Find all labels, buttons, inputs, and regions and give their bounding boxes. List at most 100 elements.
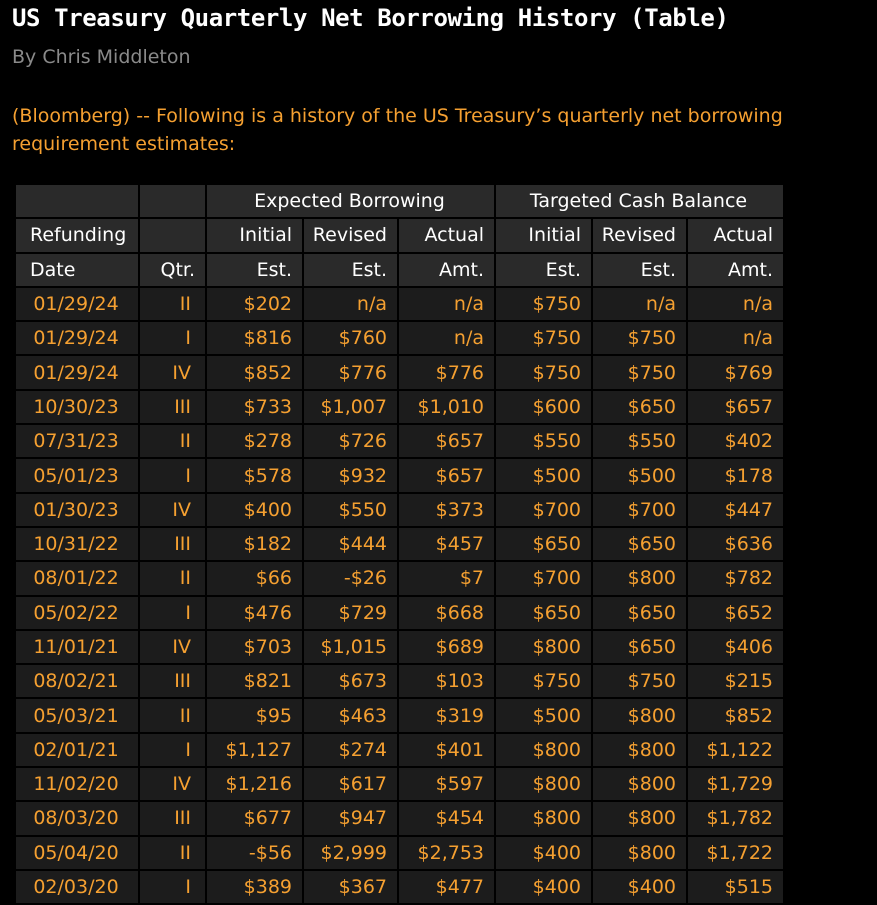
header-targeted-actual-amt: Amt. — [686, 251, 785, 288]
header-blank-cell — [14, 182, 140, 220]
targeted-initial-cell: $750 — [494, 285, 593, 323]
expected-initial-cell: $202 — [205, 285, 304, 323]
expected-initial-cell: $389 — [205, 868, 304, 905]
refunding-date-cell: 05/04/20 — [14, 834, 140, 871]
header-blank-cell — [138, 217, 207, 254]
refunding-date-cell: 10/30/23 — [14, 388, 140, 426]
expected-initial-cell: $1,127 — [205, 731, 304, 769]
expected-initial-cell: $677 — [205, 800, 304, 837]
targeted-initial-cell: $800 — [494, 800, 593, 837]
header-refunding: Refunding — [14, 217, 140, 254]
table-row: 01/29/24 IV $852 $776 $776 $750 $750 $769 — [14, 354, 785, 391]
expected-actual-cell: n/a — [397, 285, 496, 323]
expected-actual-cell: $454 — [397, 800, 496, 837]
table-row: 08/02/21 III $821 $673 $103 $750 $750 $215 — [14, 663, 785, 700]
expected-actual-cell: $457 — [397, 525, 496, 563]
expected-initial-cell: $578 — [205, 457, 304, 494]
refunding-date-cell: 01/30/23 — [14, 491, 140, 528]
targeted-actual-cell: $782 — [686, 560, 785, 597]
targeted-actual-cell: $406 — [686, 628, 785, 666]
targeted-revised-cell: $800 — [591, 800, 688, 837]
targeted-initial-cell: $400 — [494, 868, 593, 905]
quarter-cell: II — [138, 697, 207, 734]
refunding-date-cell: 10/31/22 — [14, 525, 140, 563]
refunding-date-cell: 08/03/20 — [14, 800, 140, 837]
quarter-cell: I — [138, 594, 207, 631]
targeted-initial-cell: $700 — [494, 491, 593, 528]
targeted-revised-cell: $400 — [591, 868, 688, 905]
header-targeted-revised-est: Est. — [591, 251, 688, 288]
expected-revised-cell: $2,999 — [302, 834, 399, 871]
expected-initial-cell: $476 — [205, 594, 304, 631]
table-row: 07/31/23 II $278 $726 $657 $550 $550 $402 — [14, 423, 785, 460]
header-quarter: Qtr. — [138, 251, 207, 288]
refunding-date-cell: 01/29/24 — [14, 285, 140, 323]
targeted-initial-cell: $800 — [494, 731, 593, 769]
table-row: 05/03/21 II $95 $463 $319 $500 $800 $852 — [14, 697, 785, 734]
expected-revised-cell: $550 — [302, 491, 399, 528]
header-targeted-revised: Revised — [591, 217, 688, 254]
header-expected-actual-amt: Amt. — [397, 251, 496, 288]
expected-actual-cell: $373 — [397, 491, 496, 528]
table-header-row: Refunding Initial Revised Actual Initial… — [14, 217, 785, 254]
targeted-actual-cell: $1,122 — [686, 731, 785, 769]
expected-actual-cell: $1,010 — [397, 388, 496, 426]
expected-actual-cell: $776 — [397, 354, 496, 391]
targeted-revised-cell: $500 — [591, 457, 688, 494]
targeted-revised-cell: $750 — [591, 320, 688, 357]
header-expected-actual: Actual — [397, 217, 496, 254]
targeted-actual-cell: $178 — [686, 457, 785, 494]
targeted-actual-cell: n/a — [686, 320, 785, 357]
targeted-revised-cell: $650 — [591, 525, 688, 563]
expected-actual-cell: n/a — [397, 320, 496, 357]
expected-initial-cell: $400 — [205, 491, 304, 528]
targeted-actual-cell: $1,722 — [686, 834, 785, 871]
header-targeted-initial-est: Est. — [494, 251, 593, 288]
targeted-actual-cell: $402 — [686, 423, 785, 460]
targeted-actual-cell: $769 — [686, 354, 785, 391]
targeted-initial-cell: $650 — [494, 525, 593, 563]
refunding-date-cell: 01/29/24 — [14, 320, 140, 357]
header-expected-revised-est: Est. — [302, 251, 399, 288]
quarter-cell: IV — [138, 491, 207, 528]
quarter-cell: I — [138, 320, 207, 357]
table-row: 10/31/22 III $182 $444 $457 $650 $650 $636 — [14, 525, 785, 563]
table-row: 02/03/20 I $389 $367 $477 $400 $400 $515 — [14, 868, 785, 905]
table-row: 01/29/24 II $202 n/a n/a $750 n/a n/a — [14, 285, 785, 323]
targeted-revised-cell: $800 — [591, 834, 688, 871]
refunding-date-cell: 08/02/21 — [14, 663, 140, 700]
refunding-date-cell: 01/29/24 — [14, 354, 140, 391]
header-targeted-cash-balance: Targeted Cash Balance — [494, 182, 785, 220]
expected-initial-cell: $733 — [205, 388, 304, 426]
targeted-actual-cell: n/a — [686, 285, 785, 323]
expected-initial-cell: -$56 — [205, 834, 304, 871]
table-row: 02/01/21 I $1,127 $274 $401 $800 $800 $1,122 — [14, 731, 785, 769]
targeted-revised-cell: $800 — [591, 560, 688, 597]
article-lead-paragraph: (Bloomberg) -- Following is a history of… — [12, 105, 783, 155]
targeted-revised-cell: $750 — [591, 663, 688, 700]
quarter-cell: II — [138, 423, 207, 460]
header-expected-initial: Initial — [205, 217, 304, 254]
targeted-revised-cell: $650 — [591, 628, 688, 666]
targeted-revised-cell: $800 — [591, 766, 688, 803]
targeted-actual-cell: $636 — [686, 525, 785, 563]
quarter-cell: II — [138, 834, 207, 871]
expected-actual-cell: $689 — [397, 628, 496, 666]
expected-revised-cell: $947 — [302, 800, 399, 837]
targeted-initial-cell: $750 — [494, 663, 593, 700]
table-row: 08/01/22 II $66 -$26 $7 $700 $800 $782 — [14, 560, 785, 597]
header-expected-borrowing: Expected Borrowing — [205, 182, 496, 220]
header-expected-revised: Revised — [302, 217, 399, 254]
targeted-actual-cell: $1,782 — [686, 800, 785, 837]
expected-revised-cell: $463 — [302, 697, 399, 734]
expected-revised-cell: $729 — [302, 594, 399, 631]
borrowing-history-table-container: Expected Borrowing Targeted Cash Balance… — [14, 182, 785, 905]
targeted-initial-cell: $700 — [494, 560, 593, 597]
expected-initial-cell: $95 — [205, 697, 304, 734]
expected-revised-cell: $726 — [302, 423, 399, 460]
table-body: 01/29/24 II $202 n/a n/a $750 n/a n/a 01/29/24 I $… — [14, 285, 785, 905]
refunding-date-cell: 02/03/20 — [14, 868, 140, 905]
header-expected-initial-est: Est. — [205, 251, 304, 288]
expected-initial-cell: $1,216 — [205, 766, 304, 803]
targeted-revised-cell: $650 — [591, 594, 688, 631]
